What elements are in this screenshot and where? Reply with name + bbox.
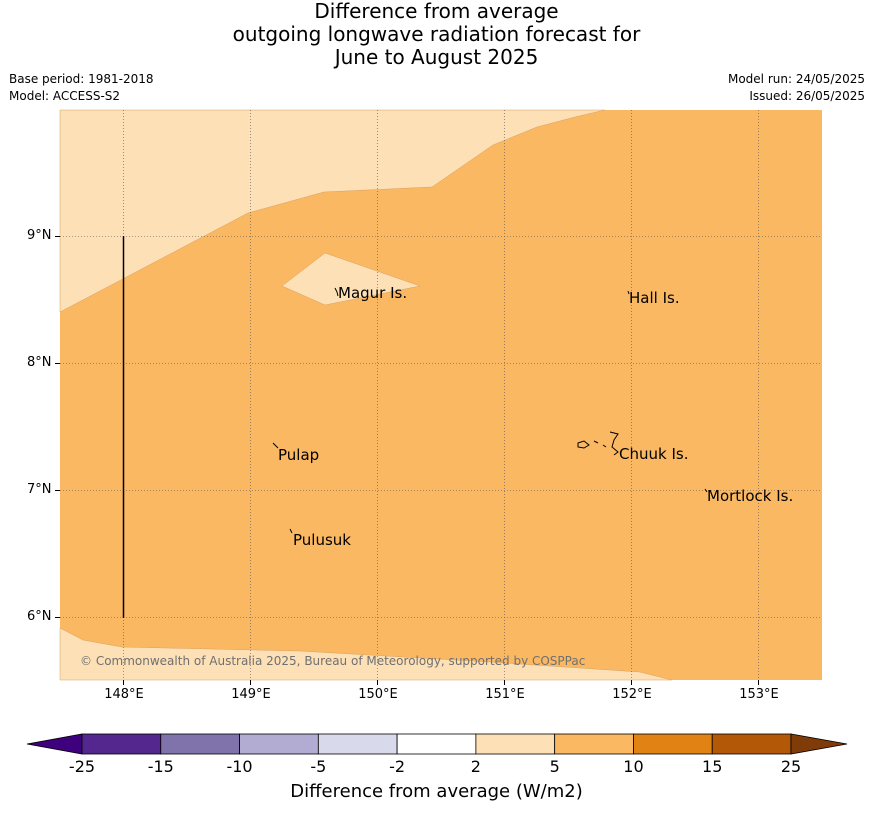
issued-date: Issued: 26/05/2025 [749, 89, 865, 103]
band-2-5-magur [281, 252, 421, 306]
colorbar-tick-label: -2 [389, 757, 406, 776]
colorbar-box-2 [239, 733, 319, 755]
colorbar-tick-label: -15 [147, 757, 174, 776]
meta-left: Base period: 1981-2018 Model: ACCESS-S2 [9, 71, 154, 105]
colorbar-tick-label: 10 [623, 757, 644, 776]
colorbar-box-4 [396, 733, 477, 755]
colorbar-tick-label: 15 [702, 757, 723, 776]
title-line-3: June to August 2025 [334, 45, 539, 69]
colorbar-box-8 [711, 733, 792, 755]
lon-label-150e: 150°E [358, 687, 398, 702]
place-label-pulap: Pulap [278, 446, 320, 464]
colorbar-box-0 [81, 733, 162, 755]
base-period: Base period: 1981-2018 [9, 72, 154, 86]
place-label-chuuk: Chuuk Is. [619, 445, 689, 463]
tick-marks [55, 236, 759, 685]
colorbar-box-7 [633, 733, 713, 755]
lon-label-152e: 152°E [612, 687, 652, 702]
colorbar-boxes [26, 733, 848, 755]
map-title: Difference from average outgoing longwav… [0, 0, 873, 69]
colorbar-box-5 [475, 733, 556, 755]
colorbar-tick-label: 2 [470, 757, 481, 776]
colorbar-box-6 [554, 733, 634, 755]
lat-label-7n: 7°N [27, 482, 52, 497]
island-shapes [272, 287, 708, 534]
colorbar-tick-label: 5 [549, 757, 560, 776]
lon-label-153e: 153°E [739, 687, 779, 702]
band-2-5-south [59, 627, 673, 681]
lon-label-149e: 149°E [231, 687, 271, 702]
colorbar-extend-high [790, 733, 848, 755]
colorbar-tick-label: 25 [780, 757, 802, 776]
lon-label-151e: 151°E [485, 687, 525, 702]
colorbar-tick-label: -5 [310, 757, 327, 776]
place-label-hall: Hall Is. [629, 289, 680, 307]
band-2-5-north [59, 109, 606, 313]
meta-right: Model run: 24/05/2025 Issued: 26/05/2025 [728, 71, 865, 105]
colorbar-extend-low [26, 733, 83, 755]
model-name: Model: ACCESS-S2 [9, 89, 121, 103]
title-line-2: outgoing longwave radiation forecast for [232, 22, 641, 46]
place-label-pulusuk: Pulusuk [293, 531, 351, 549]
colorbar-tick-label: -25 [68, 757, 96, 776]
gridlines [60, 110, 822, 680]
colorbar-box-3 [317, 733, 398, 755]
place-label-magur: Magur Is. [338, 284, 408, 302]
lat-label-8n: 8°N [27, 355, 52, 370]
copyright-notice: © Commonwealth of Australia 2025, Bureau… [80, 654, 586, 668]
lat-label-9n: 9°N [27, 228, 52, 243]
colorbar-tick-label: -10 [226, 757, 253, 776]
place-label-mortlock: Mortlock Is. [707, 487, 794, 505]
colorbar-label: Difference from average (W/m2) [290, 781, 583, 802]
colorbar-box-1 [160, 733, 240, 755]
lat-label-6n: 6°N [27, 609, 52, 624]
lon-label-148e: 148°E [104, 687, 144, 702]
model-run-date: Model run: 24/05/2025 [727, 72, 865, 86]
title-line-1: Difference from average [314, 0, 559, 23]
